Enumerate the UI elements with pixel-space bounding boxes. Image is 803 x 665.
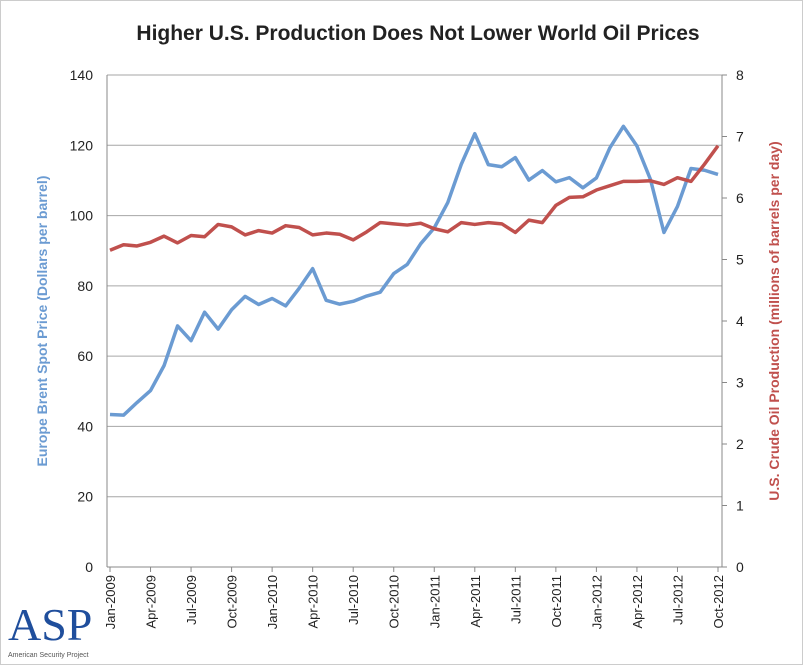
x-tick-label: Jan-2011 [427, 575, 442, 628]
y2-tick-label: 4 [736, 313, 744, 329]
x-tick-label: Oct-2010 [387, 575, 402, 628]
y2-tick-label: 8 [736, 67, 744, 83]
x-tick-label: Jan-2010 [265, 575, 280, 629]
y-tick-label: 20 [77, 489, 93, 505]
chart-title: Higher U.S. Production Does Not Lower Wo… [136, 22, 699, 45]
y2-tick-label: 3 [736, 375, 744, 391]
y-tick-label: 100 [70, 208, 94, 224]
y-tick-label: 120 [70, 137, 94, 153]
series-line [109, 124, 719, 417]
y-tick-label: 140 [70, 67, 94, 83]
y-axis-title: Europe Brent Spot Price (Dollars per bar… [34, 176, 50, 467]
series-line [109, 144, 720, 252]
y2-tick-label: 6 [736, 190, 744, 206]
x-tick-label: Jul-2009 [184, 575, 199, 625]
x-tick-label: Jan-2009 [103, 575, 118, 629]
x-tick-label: Oct-2011 [549, 575, 564, 628]
logo-caption: American Security Project [8, 652, 89, 659]
y2-tick-label: 5 [736, 252, 744, 268]
y2-tick-label: 7 [736, 129, 744, 145]
x-tick-label: Jan-2012 [589, 575, 604, 629]
y2-tick-label: 0 [736, 559, 744, 575]
logo: ASP [8, 599, 92, 650]
x-tick-label: Oct-2009 [225, 575, 240, 628]
y-tick-label: 0 [85, 559, 93, 575]
x-tick-label: Apr-2011 [468, 575, 483, 628]
y2-axis-title: U.S. Crude Oil Production (millions of b… [766, 141, 782, 500]
y-tick-label: 40 [77, 418, 93, 434]
x-tick-label: Jul-2011 [508, 575, 523, 624]
x-tick-label: Apr-2009 [144, 575, 159, 628]
x-tick-label: Jul-2012 [670, 575, 685, 625]
x-tick-label: Jul-2010 [346, 575, 361, 625]
x-tick-label: Oct-2012 [711, 575, 726, 628]
y2-tick-label: 1 [736, 498, 744, 514]
y-tick-label: 80 [77, 278, 93, 294]
x-tick-label: Apr-2012 [630, 575, 645, 628]
y-tick-label: 60 [77, 348, 93, 364]
x-tick-label: Apr-2010 [306, 575, 321, 628]
y2-tick-label: 2 [736, 436, 744, 452]
